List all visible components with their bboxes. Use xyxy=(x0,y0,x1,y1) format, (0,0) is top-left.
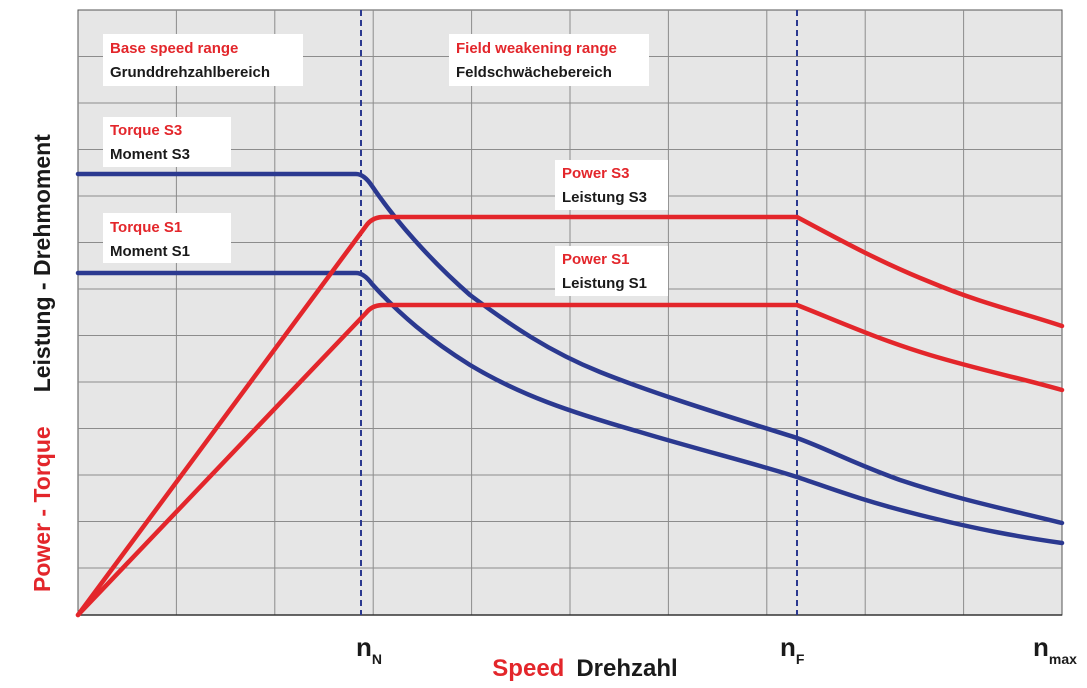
label-box xyxy=(103,213,231,263)
curve-label: Torque S3 xyxy=(110,122,182,139)
label-box xyxy=(103,117,231,167)
curve-label: Moment S3 xyxy=(110,146,190,163)
curve-label: Power S1 xyxy=(562,251,630,268)
y-axis-label: Power - Torque Leistung - Drehmoment xyxy=(29,134,55,592)
range-label: Base speed range xyxy=(110,40,238,57)
speed-mark: nF xyxy=(780,632,805,667)
x-axis-label-en: Speed xyxy=(492,655,564,682)
label-box xyxy=(449,34,649,86)
torque-s3-curve xyxy=(75,171,1065,526)
speed-symbol: n xyxy=(780,632,796,662)
x-axis-label-de: Drehzahl xyxy=(576,655,677,682)
label-box xyxy=(103,34,303,86)
speed-symbol: n xyxy=(356,632,372,662)
range-label: Grunddrehzahlbereich xyxy=(110,64,270,81)
power-s3-curve xyxy=(75,214,1065,618)
curve-label: Power S3 xyxy=(562,165,630,182)
speed-symbol: n xyxy=(1033,632,1049,662)
label-box xyxy=(555,246,668,296)
torque-s1-curve xyxy=(75,270,1065,546)
curve-label: Torque S1 xyxy=(110,219,182,236)
y-axis-label-en: Power - Torque xyxy=(29,426,55,592)
curve-label: Leistung S1 xyxy=(562,275,647,292)
x-axis-label: Speed Drehzahl xyxy=(492,655,677,682)
range-label: Field weakening range xyxy=(456,40,617,57)
range-label: Feldschwächebereich xyxy=(456,64,612,81)
curve-label: Moment S1 xyxy=(110,243,190,260)
speed-mark: nmax xyxy=(1033,632,1077,667)
curve-label: Leistung S3 xyxy=(562,189,647,206)
speed-subscript: max xyxy=(1049,651,1077,667)
label-box xyxy=(555,160,668,210)
speed-subscript: F xyxy=(796,651,805,667)
speed-subscript: N xyxy=(372,651,382,667)
y-axis-label-de: Leistung - Drehmoment xyxy=(29,134,55,392)
power-s1-curve xyxy=(75,302,1065,618)
speed-mark: nN xyxy=(356,632,382,667)
